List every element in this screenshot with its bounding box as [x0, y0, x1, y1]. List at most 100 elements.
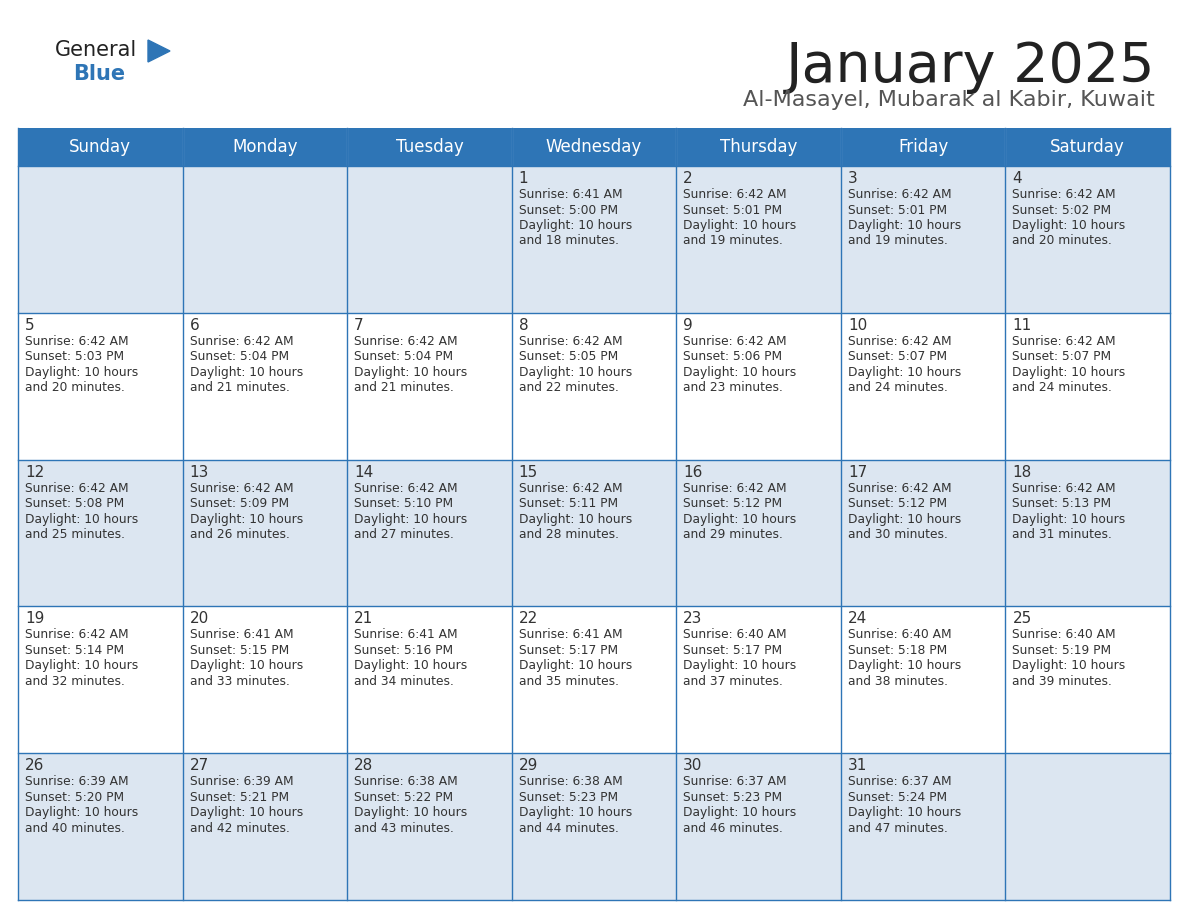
- Text: Sunset: 5:15 PM: Sunset: 5:15 PM: [190, 644, 289, 657]
- Text: Sunrise: 6:42 AM: Sunrise: 6:42 AM: [1012, 335, 1116, 348]
- Bar: [18, 753, 183, 900]
- Text: and 35 minutes.: and 35 minutes.: [519, 675, 619, 688]
- Text: and 40 minutes.: and 40 minutes.: [25, 822, 125, 834]
- Text: and 34 minutes.: and 34 minutes.: [354, 675, 454, 688]
- Text: and 24 minutes.: and 24 minutes.: [848, 381, 948, 395]
- Text: 27: 27: [190, 758, 209, 773]
- Text: Sunrise: 6:37 AM: Sunrise: 6:37 AM: [683, 775, 786, 789]
- Text: 8: 8: [519, 318, 529, 333]
- Text: 13: 13: [190, 465, 209, 479]
- Text: Daylight: 10 hours: Daylight: 10 hours: [848, 219, 961, 232]
- Text: Sunset: 5:16 PM: Sunset: 5:16 PM: [354, 644, 454, 657]
- Bar: [183, 128, 347, 166]
- Text: Sunrise: 6:38 AM: Sunrise: 6:38 AM: [519, 775, 623, 789]
- Text: and 39 minutes.: and 39 minutes.: [1012, 675, 1112, 688]
- Text: Daylight: 10 hours: Daylight: 10 hours: [1012, 659, 1126, 672]
- Text: General: General: [55, 40, 138, 60]
- Text: Sunrise: 6:41 AM: Sunrise: 6:41 AM: [354, 629, 457, 642]
- Bar: [841, 753, 1005, 900]
- Text: Blue: Blue: [72, 64, 125, 84]
- Text: Sunrise: 6:42 AM: Sunrise: 6:42 AM: [683, 188, 786, 201]
- Text: 11: 11: [1012, 318, 1031, 333]
- Text: Sunrise: 6:42 AM: Sunrise: 6:42 AM: [1012, 482, 1116, 495]
- Bar: [183, 607, 347, 753]
- Bar: [676, 128, 841, 166]
- Text: 12: 12: [25, 465, 44, 479]
- Text: Daylight: 10 hours: Daylight: 10 hours: [354, 365, 467, 379]
- Text: Sunrise: 6:42 AM: Sunrise: 6:42 AM: [1012, 188, 1116, 201]
- Text: Sunrise: 6:42 AM: Sunrise: 6:42 AM: [25, 335, 128, 348]
- Text: Sunset: 5:14 PM: Sunset: 5:14 PM: [25, 644, 124, 657]
- Text: Sunset: 5:21 PM: Sunset: 5:21 PM: [190, 790, 289, 803]
- Text: Sunrise: 6:40 AM: Sunrise: 6:40 AM: [848, 629, 952, 642]
- Text: and 21 minutes.: and 21 minutes.: [354, 381, 454, 395]
- Text: Daylight: 10 hours: Daylight: 10 hours: [519, 659, 632, 672]
- Text: 16: 16: [683, 465, 702, 479]
- Text: Sunrise: 6:41 AM: Sunrise: 6:41 AM: [190, 629, 293, 642]
- Text: and 20 minutes.: and 20 minutes.: [1012, 234, 1112, 248]
- Bar: [1005, 753, 1170, 900]
- Text: Sunrise: 6:37 AM: Sunrise: 6:37 AM: [848, 775, 952, 789]
- Text: Sunrise: 6:42 AM: Sunrise: 6:42 AM: [354, 482, 457, 495]
- Bar: [347, 128, 512, 166]
- Bar: [512, 460, 676, 607]
- Text: 6: 6: [190, 318, 200, 333]
- Text: and 44 minutes.: and 44 minutes.: [519, 822, 619, 834]
- Bar: [1005, 313, 1170, 460]
- Bar: [841, 607, 1005, 753]
- Text: and 19 minutes.: and 19 minutes.: [848, 234, 948, 248]
- Text: 20: 20: [190, 611, 209, 626]
- Text: Sunrise: 6:42 AM: Sunrise: 6:42 AM: [848, 335, 952, 348]
- Text: Sunrise: 6:42 AM: Sunrise: 6:42 AM: [190, 335, 293, 348]
- Bar: [1005, 460, 1170, 607]
- Text: Sunrise: 6:42 AM: Sunrise: 6:42 AM: [848, 482, 952, 495]
- Text: Sunrise: 6:40 AM: Sunrise: 6:40 AM: [683, 629, 786, 642]
- Bar: [347, 607, 512, 753]
- Text: Al-Masayel, Mubarak al Kabir, Kuwait: Al-Masayel, Mubarak al Kabir, Kuwait: [744, 90, 1155, 110]
- Text: Daylight: 10 hours: Daylight: 10 hours: [190, 365, 303, 379]
- Text: Sunday: Sunday: [69, 138, 132, 156]
- Text: and 38 minutes.: and 38 minutes.: [848, 675, 948, 688]
- Text: Daylight: 10 hours: Daylight: 10 hours: [519, 365, 632, 379]
- Text: Sunset: 5:10 PM: Sunset: 5:10 PM: [354, 498, 454, 510]
- Text: 10: 10: [848, 318, 867, 333]
- Text: Daylight: 10 hours: Daylight: 10 hours: [1012, 512, 1126, 526]
- Bar: [512, 128, 676, 166]
- Text: Sunrise: 6:42 AM: Sunrise: 6:42 AM: [354, 335, 457, 348]
- Text: Daylight: 10 hours: Daylight: 10 hours: [519, 219, 632, 232]
- Text: Sunrise: 6:42 AM: Sunrise: 6:42 AM: [683, 482, 786, 495]
- Bar: [676, 166, 841, 313]
- Text: and 21 minutes.: and 21 minutes.: [190, 381, 290, 395]
- Bar: [676, 313, 841, 460]
- Bar: [347, 460, 512, 607]
- Text: Daylight: 10 hours: Daylight: 10 hours: [848, 365, 961, 379]
- Text: Sunset: 5:00 PM: Sunset: 5:00 PM: [519, 204, 618, 217]
- Bar: [183, 313, 347, 460]
- Text: Daylight: 10 hours: Daylight: 10 hours: [25, 659, 138, 672]
- Text: and 37 minutes.: and 37 minutes.: [683, 675, 783, 688]
- Text: Daylight: 10 hours: Daylight: 10 hours: [683, 219, 796, 232]
- Text: 14: 14: [354, 465, 373, 479]
- Bar: [347, 753, 512, 900]
- Text: and 27 minutes.: and 27 minutes.: [354, 528, 454, 541]
- Text: Sunset: 5:17 PM: Sunset: 5:17 PM: [683, 644, 783, 657]
- Text: 9: 9: [683, 318, 693, 333]
- Bar: [18, 460, 183, 607]
- Text: Daylight: 10 hours: Daylight: 10 hours: [25, 512, 138, 526]
- Text: Daylight: 10 hours: Daylight: 10 hours: [683, 806, 796, 819]
- Text: 24: 24: [848, 611, 867, 626]
- Text: Sunrise: 6:42 AM: Sunrise: 6:42 AM: [519, 335, 623, 348]
- Text: Daylight: 10 hours: Daylight: 10 hours: [25, 806, 138, 819]
- Bar: [18, 166, 183, 313]
- Bar: [18, 607, 183, 753]
- Text: and 24 minutes.: and 24 minutes.: [1012, 381, 1112, 395]
- Text: and 25 minutes.: and 25 minutes.: [25, 528, 125, 541]
- Text: Sunset: 5:07 PM: Sunset: 5:07 PM: [1012, 351, 1112, 364]
- Bar: [18, 128, 183, 166]
- Text: Sunrise: 6:41 AM: Sunrise: 6:41 AM: [519, 629, 623, 642]
- Text: Sunrise: 6:42 AM: Sunrise: 6:42 AM: [190, 482, 293, 495]
- Text: 2: 2: [683, 171, 693, 186]
- Text: Tuesday: Tuesday: [396, 138, 463, 156]
- Text: Daylight: 10 hours: Daylight: 10 hours: [848, 806, 961, 819]
- Text: 18: 18: [1012, 465, 1031, 479]
